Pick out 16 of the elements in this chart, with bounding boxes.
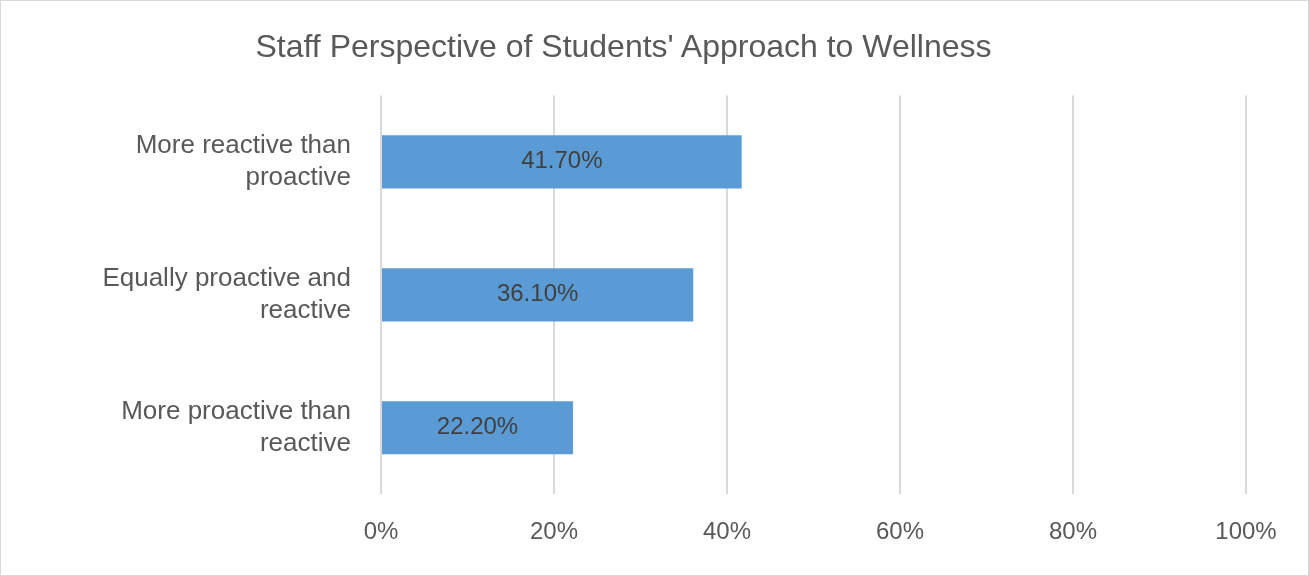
x-tick-label: 60%: [875, 517, 925, 545]
x-tick-label: 80%: [1048, 517, 1098, 545]
x-tick-label: 0%: [363, 517, 399, 545]
bar: [382, 401, 574, 455]
chart-title: Staff Perspective of Students' Approach to Wellness: [255, 28, 992, 65]
x-tick-label: 40%: [702, 517, 752, 545]
data-label: 36.10%: [496, 279, 579, 307]
bar: [382, 135, 742, 189]
x-tick-label: 20%: [529, 517, 579, 545]
data-label: 41.70%: [521, 146, 603, 174]
x-tick-label: 100%: [1215, 517, 1277, 545]
y-tick-label: More proactive than reactive: [121, 395, 351, 457]
bar: [382, 268, 694, 322]
data-label: 22.20%: [436, 412, 519, 440]
y-tick-label: Equally proactive and reactive: [102, 262, 351, 324]
y-tick-label: More reactive than proactive: [135, 129, 351, 191]
